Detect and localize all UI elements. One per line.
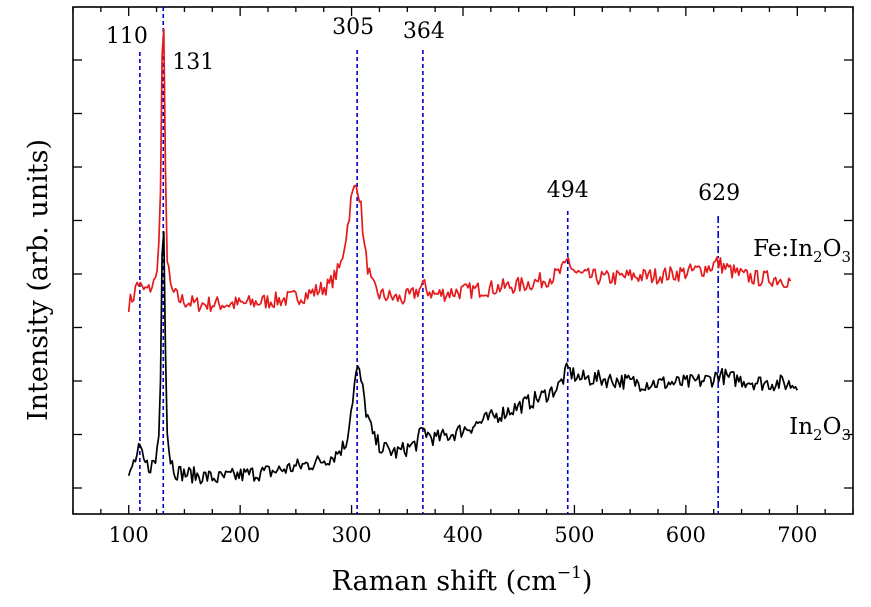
peak-marker-lines bbox=[139, 7, 719, 514]
series-label-in2o3: In2O3 bbox=[789, 414, 851, 444]
series-label-fe-in2o3: Fe:In2O3 bbox=[753, 236, 851, 266]
axis-ticks bbox=[72, 7, 854, 514]
peak-label-110: 110 bbox=[106, 24, 148, 49]
x-tick-label: 300 bbox=[332, 523, 372, 547]
series-line-fe-in2o3 bbox=[127, 28, 792, 313]
peak-label-629: 629 bbox=[698, 181, 740, 206]
series-line-in2o3 bbox=[127, 231, 799, 485]
peak-label-364: 364 bbox=[403, 19, 445, 44]
x-tick-label: 600 bbox=[666, 523, 706, 547]
plot-frame bbox=[72, 6, 854, 515]
x-tick-label: 500 bbox=[554, 523, 594, 547]
peak-label-131: 131 bbox=[172, 50, 214, 75]
chart-labels: 100 200 300 400 500 600 700 110 131 305 364 494 629 F… bbox=[23, 15, 851, 597]
x-tick-label: 700 bbox=[777, 523, 817, 547]
x-axis-title: Raman shift (cm−1) bbox=[332, 563, 593, 597]
peak-label-305: 305 bbox=[332, 15, 374, 40]
y-axis-title: Intensity (arb. units) bbox=[23, 139, 54, 421]
spectrum-series bbox=[127, 28, 799, 485]
x-tick-label: 100 bbox=[109, 523, 149, 547]
peak-label-494: 494 bbox=[547, 178, 589, 203]
x-tick-label: 200 bbox=[220, 523, 260, 547]
x-tick-label: 400 bbox=[443, 523, 483, 547]
